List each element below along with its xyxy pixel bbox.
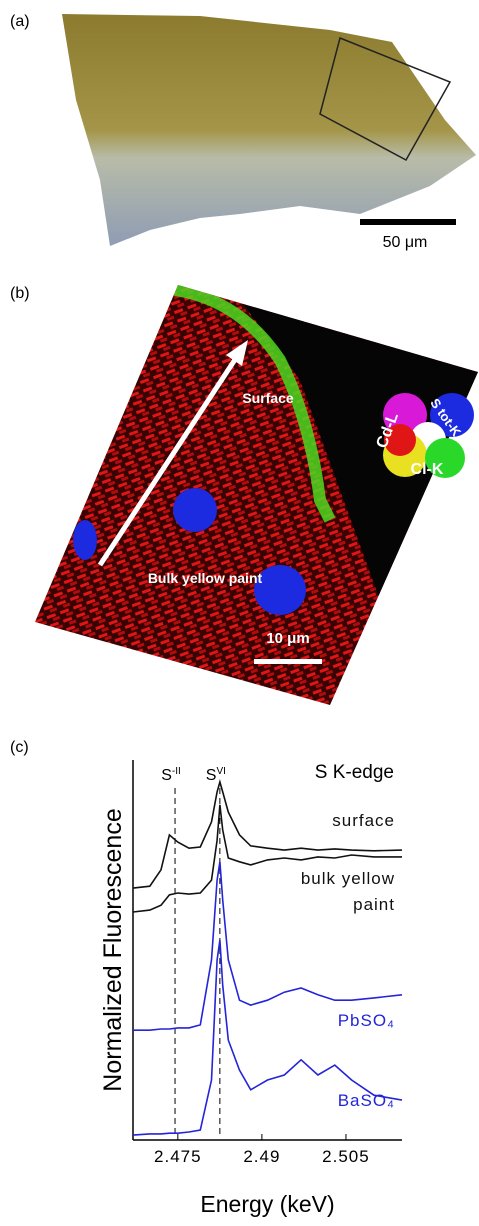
marker-label: S-II xyxy=(161,766,181,784)
spectrum-line xyxy=(132,804,402,913)
x-tick-label: 2.49 xyxy=(243,1147,280,1166)
map-label: Surface xyxy=(242,390,294,406)
scale-bar xyxy=(360,219,456,225)
scale-label: 10 μm xyxy=(266,630,309,647)
scale-bar xyxy=(254,659,322,664)
arrow xyxy=(97,353,241,567)
spectra-chart: 2.475 2.49 2.505 Energy (keV) Normalized Flu… xyxy=(99,760,403,1217)
legend-label: Cl-K xyxy=(411,461,444,478)
series-label: BaSO₄ xyxy=(337,1091,395,1110)
marker-symbol: S xyxy=(206,767,217,784)
y-axis-title: Normalized Fluorescence xyxy=(99,808,127,1091)
marker-sup: -II xyxy=(172,766,181,777)
map-label: Bulk yellow paint xyxy=(148,570,263,586)
color-legend: Cd-L S tot-K Cl-K xyxy=(374,393,474,478)
x-axis-title: Energy (keV) xyxy=(200,1191,334,1217)
sample-photo xyxy=(62,14,476,246)
panel-label: (c) xyxy=(10,739,29,756)
x-tick-label: 2.475 xyxy=(154,1147,202,1166)
scale-label: 50 μm xyxy=(383,234,428,251)
series-label: surface xyxy=(332,811,395,830)
marker-label: SVI xyxy=(206,766,226,784)
series-label: bulk yellow paint xyxy=(300,869,395,914)
spectrum-line xyxy=(132,779,403,889)
x-tick-label: 2.505 xyxy=(322,1147,370,1166)
series-label: PbSO₄ xyxy=(337,1011,395,1030)
marker-symbol: S xyxy=(161,767,172,784)
marker-sup: VI xyxy=(216,766,225,777)
region-box xyxy=(319,36,452,162)
spectrum-line xyxy=(133,861,403,1031)
panel-label: (a) xyxy=(10,13,30,30)
spectrum-line xyxy=(132,939,403,1136)
xrf-map xyxy=(35,285,478,705)
chart-title: S K-edge xyxy=(315,762,394,783)
panel-label: (b) xyxy=(10,285,30,302)
arrow-head xyxy=(226,340,248,366)
